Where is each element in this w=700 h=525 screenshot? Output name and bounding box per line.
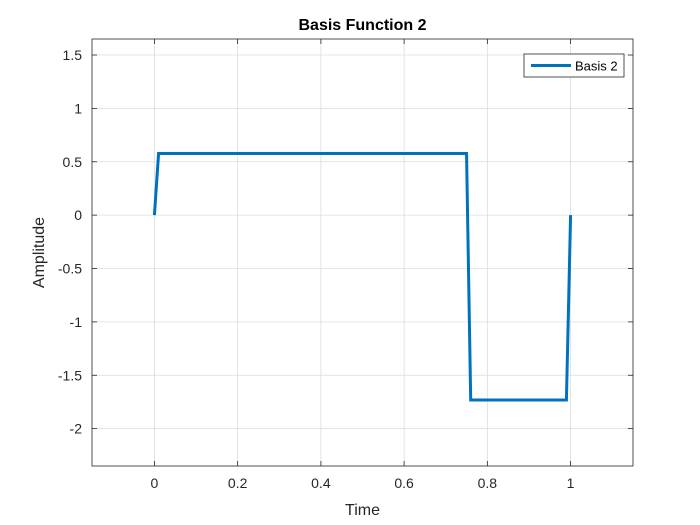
- y-tick-label: 1.5: [63, 47, 83, 63]
- y-tick-label: 0.5: [63, 154, 83, 170]
- y-axis-label: Amplitude: [31, 217, 48, 288]
- y-tick-label: 0: [74, 207, 82, 223]
- chart-title: Basis Function 2: [298, 17, 426, 34]
- x-tick-label: 0: [151, 475, 159, 491]
- x-tick-label: 0.6: [394, 475, 414, 491]
- x-tick-label: 1: [567, 475, 575, 491]
- axes-box: [91, 38, 634, 467]
- x-axis-label: Time: [345, 502, 380, 519]
- legend-label: Basis 2: [575, 59, 618, 74]
- y-tick-label: -0.5: [58, 261, 82, 277]
- x-tick-label: 0.2: [228, 475, 248, 491]
- x-tick-label: 0.4: [311, 475, 331, 491]
- y-tick-label: -1.5: [58, 367, 82, 383]
- legend-box: [523, 53, 625, 78]
- y-tick-label: -1: [70, 314, 83, 330]
- x-tick-label: 0.8: [478, 475, 498, 491]
- y-tick-label: 1: [74, 100, 82, 116]
- y-tick-label: -2: [70, 421, 83, 437]
- legend: Basis 2: [523, 53, 625, 78]
- x-ticks: 0 0.2 0.4 0.6 0.8 1: [151, 39, 575, 491]
- y-ticks: 1.5 1 0.5 0 -0.5 -1 -1.5 -2: [58, 47, 633, 437]
- series-line-basis-2: [152, 152, 573, 402]
- series-layer: [152, 152, 573, 402]
